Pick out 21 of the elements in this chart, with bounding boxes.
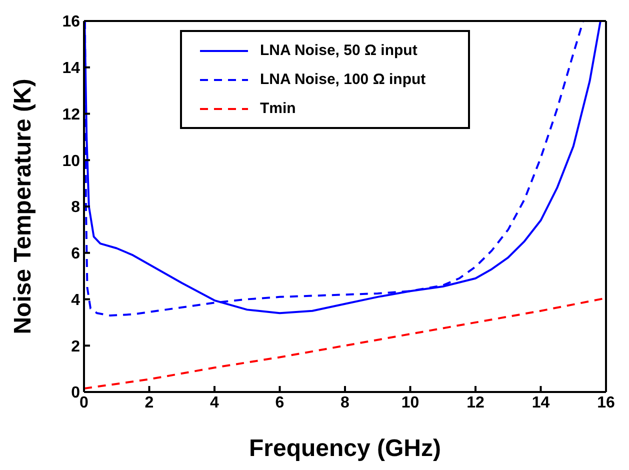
- x-axis-title: Frequency (GHz): [248, 435, 442, 462]
- x-tick-label: 8: [340, 394, 350, 412]
- legend-label: LNA Noise, 50 Ω input: [260, 42, 418, 59]
- y-tick-label: 16: [62, 14, 80, 31]
- x-tick-label: 16: [597, 394, 615, 412]
- y-axis-title: Noise Temperature (K): [10, 78, 37, 334]
- y-tick-label: 6: [71, 246, 80, 263]
- x-tick-label: 14: [532, 394, 550, 412]
- x-tick-label: 2: [144, 394, 154, 412]
- legend-label: Tmin: [260, 100, 296, 117]
- x-tick-label: 10: [401, 394, 420, 412]
- y-tick-label: 2: [71, 338, 80, 356]
- x-tick-label: 6: [275, 394, 284, 412]
- x-tick-label: 4: [210, 394, 220, 412]
- x-tick-label: 12: [466, 394, 484, 412]
- y-tick-label: 4: [71, 292, 80, 309]
- legend-label: LNA Noise, 100 Ω input: [260, 71, 426, 88]
- y-tick-label: 12: [62, 106, 80, 124]
- y-tick-label: 10: [62, 152, 80, 170]
- y-tick-label: 14: [62, 60, 80, 78]
- y-tick-label: 8: [71, 199, 80, 216]
